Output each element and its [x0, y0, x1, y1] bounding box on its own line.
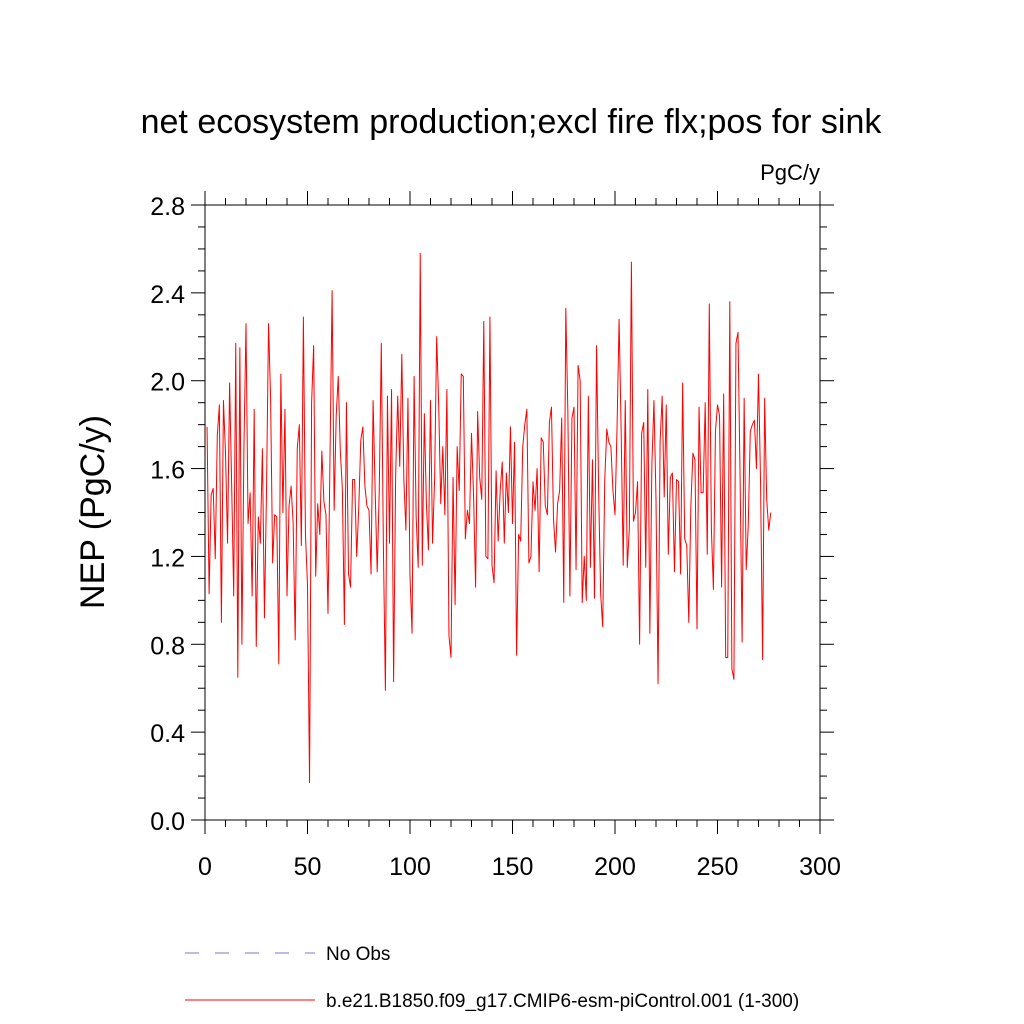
y-tick-label: 1.6 — [150, 457, 185, 485]
y-tick-label: 0.4 — [150, 720, 185, 748]
y-tick-label: 1.2 — [150, 544, 185, 572]
x-tick-label: 200 — [594, 853, 636, 881]
legend-label-2: b.e21.B1850.f09_g17.CMIP6-esm-piControl.… — [326, 991, 799, 1012]
legend: No Obs b.e21.B1850.f09_g17.CMIP6-esm-piCo… — [185, 944, 799, 1012]
x-tick-label: 300 — [799, 853, 841, 881]
y-axis-label: NEP (PgC/y) — [74, 415, 112, 609]
plot-area — [204, 204, 821, 821]
y-tick-label: 0.8 — [150, 632, 185, 660]
units-label: PgC/y — [760, 160, 820, 185]
series-line-1 — [206, 252, 772, 784]
axis-ticks — [191, 191, 834, 834]
x-tick-label: 250 — [697, 853, 739, 881]
axis-tick-labels: 0.0 0.4 0.8 1.2 1.6 2.0 2.4 2.8 0 50 100 150 200 250 3… — [150, 193, 841, 881]
y-tick-label: 2.4 — [150, 281, 185, 309]
x-tick-label: 150 — [492, 853, 534, 881]
y-tick-label: 0.0 — [150, 808, 185, 836]
chart-title: net ecosystem production;excl fire flx;p… — [141, 103, 883, 141]
legend-label-1: No Obs — [326, 944, 390, 965]
y-tick-label: 2.8 — [150, 193, 185, 221]
x-tick-label: 0 — [198, 853, 212, 881]
x-tick-label: 100 — [389, 853, 431, 881]
x-tick-label: 50 — [294, 853, 322, 881]
y-tick-label: 2.0 — [150, 369, 185, 397]
